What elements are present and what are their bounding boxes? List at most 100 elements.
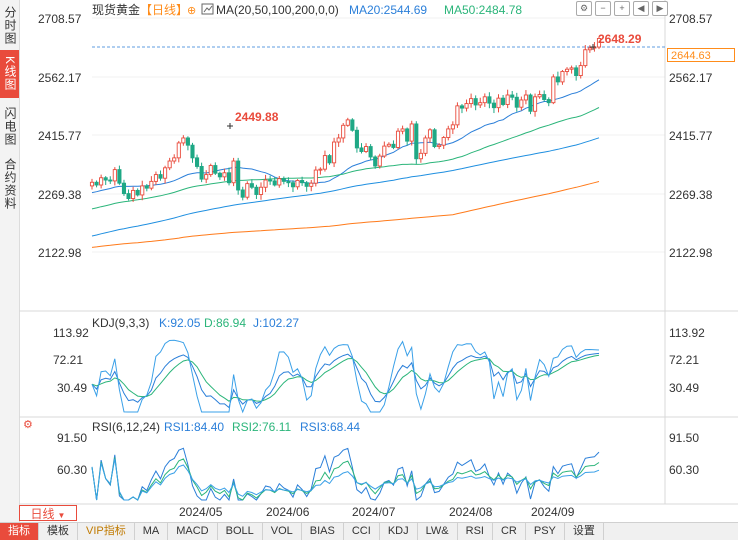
kline-chart[interactable]: 现货黄金 【日线】 ⊕ MA(20,50,100,200,0,0) MA20:2… [19,0,738,522]
tab-contract-info[interactable]: 合约资料 [3,158,17,210]
rsi-settings-icon[interactable]: ⚙ [23,419,33,431]
price-tick-right: 2269.38 [669,188,713,202]
kdj-lines [91,339,600,414]
x-tick: 2024/06 [266,505,310,519]
bottom-indicator-bar: 指标 模板 VIP指标 MA MACD BOLL VOL BIAS CCI KD… [0,522,738,540]
caret-down-icon: ▼ [57,511,66,520]
left-tab-bar: 分时图 K线图 闪电图 合约资料 [0,0,20,522]
candle-body [304,182,309,187]
bottom-tab-rsi[interactable]: RSI [458,523,493,540]
zoom-out-icon[interactable]: − [595,1,611,16]
candle-body [578,65,583,76]
zoom-in-icon[interactable]: + [614,1,630,16]
bottom-tab-settings[interactable]: 设置 [565,523,604,540]
scroll-left-icon[interactable]: ◀ [633,1,649,16]
candle-body [459,105,465,109]
candle-body [286,180,291,184]
kdj-j-label: J:102.27 [253,316,299,330]
rsi1-line [91,447,600,502]
ma50-label: MA50:2484.78 [444,3,522,17]
candle-body [496,97,501,109]
candle-body [190,144,195,159]
candle-body [204,174,209,180]
candle-body [149,180,154,189]
top-controls: ⚙ − + ◀ ▶ [576,1,668,16]
candle-body [277,178,282,186]
kdj-tick-right: 30.49 [669,381,699,395]
bottom-tab-psy[interactable]: PSY [526,523,565,540]
bottom-tab-kdj[interactable]: KDJ [380,523,418,540]
candle-body [364,146,369,152]
bottom-tab-cr[interactable]: CR [493,523,526,540]
ma-settings-icon-line [203,5,213,13]
candle-body [514,96,519,108]
annotation-high-prior: 2449.88 [235,110,279,124]
kdj-j-line [91,339,600,414]
kdj-tick-left: 30.49 [57,381,87,395]
candle-body [560,71,565,83]
candle-body [551,76,556,104]
tab-time-chart[interactable]: 分时图 [3,5,17,45]
bottom-tab-boll[interactable]: BOLL [218,523,263,540]
period-button[interactable]: 日线 ▼ [19,505,77,521]
tab-kline-chart[interactable]: K线图 [0,50,19,98]
candle-body [245,183,250,198]
candle-body [313,169,318,184]
bottom-tab-bias[interactable]: BIAS [302,523,344,540]
candle-body [140,185,145,196]
rsi3-line [91,458,600,501]
candle-body [400,128,405,132]
bottom-tab-macd[interactable]: MACD [168,523,218,540]
candle-body [263,179,268,188]
candle-body [587,47,592,51]
plus-icon[interactable]: ⊕ [187,5,196,17]
bottom-tab-template[interactable]: 模板 [39,523,78,540]
chart-area[interactable]: 现货黄金 【日线】 ⊕ MA(20,50,100,200,0,0) MA20:2… [19,0,738,522]
candle-body [423,137,428,154]
candle-body [478,102,483,106]
candle-body [377,155,382,167]
candle-body [117,169,122,184]
x-tick: 2024/07 [352,505,396,519]
tab-flash-chart[interactable]: 闪电图 [3,106,17,146]
x-tick: 2024/05 [179,505,223,519]
candle-body [368,146,373,158]
bottom-tab-vip[interactable]: VIP指标 [78,523,135,540]
candle-body [583,49,588,67]
kdj-tick-left: 113.92 [53,326,89,340]
candle-body [181,137,186,144]
candle-body [94,181,99,186]
candle-body [354,129,359,149]
candle-body [533,96,538,112]
candle-body [528,94,533,112]
candle-body [231,160,236,184]
scroll-right-icon[interactable]: ▶ [652,1,668,16]
candle-body [359,147,364,152]
bottom-tab-lw[interactable]: LW& [418,523,458,540]
price-tick-right: 2122.98 [669,246,713,260]
candle-body [99,177,104,186]
period-button-label: 日线 [30,507,55,521]
candle-body [542,94,547,100]
kdj-tick-right: 113.92 [669,326,705,340]
candle-body [290,182,296,188]
candle-body [131,189,136,200]
candle-body [199,165,204,180]
ma-settings-icon[interactable] [201,3,214,15]
candle-body [569,67,574,70]
candle-body [240,189,245,198]
bottom-tab-vol[interactable]: VOL [263,523,302,540]
price-tick-left: 2415.77 [38,129,82,143]
kdj-tick-right: 72.21 [669,353,699,367]
bottom-tab-indicator[interactable]: 指标 [0,523,39,540]
x-tick: 2024/08 [449,505,493,519]
annotation-high-recent: 2648.29 [598,32,642,46]
period-tag: 【日线】 [140,3,188,17]
bottom-tab-cci[interactable]: CCI [344,523,380,540]
candle-body [418,152,423,160]
candle-body [249,183,254,188]
bottom-tab-ma[interactable]: MA [135,523,169,540]
settings-icon[interactable]: ⚙ [576,1,592,16]
kdj-k-label: K:92.05 [159,316,201,330]
candle-body [432,129,437,148]
